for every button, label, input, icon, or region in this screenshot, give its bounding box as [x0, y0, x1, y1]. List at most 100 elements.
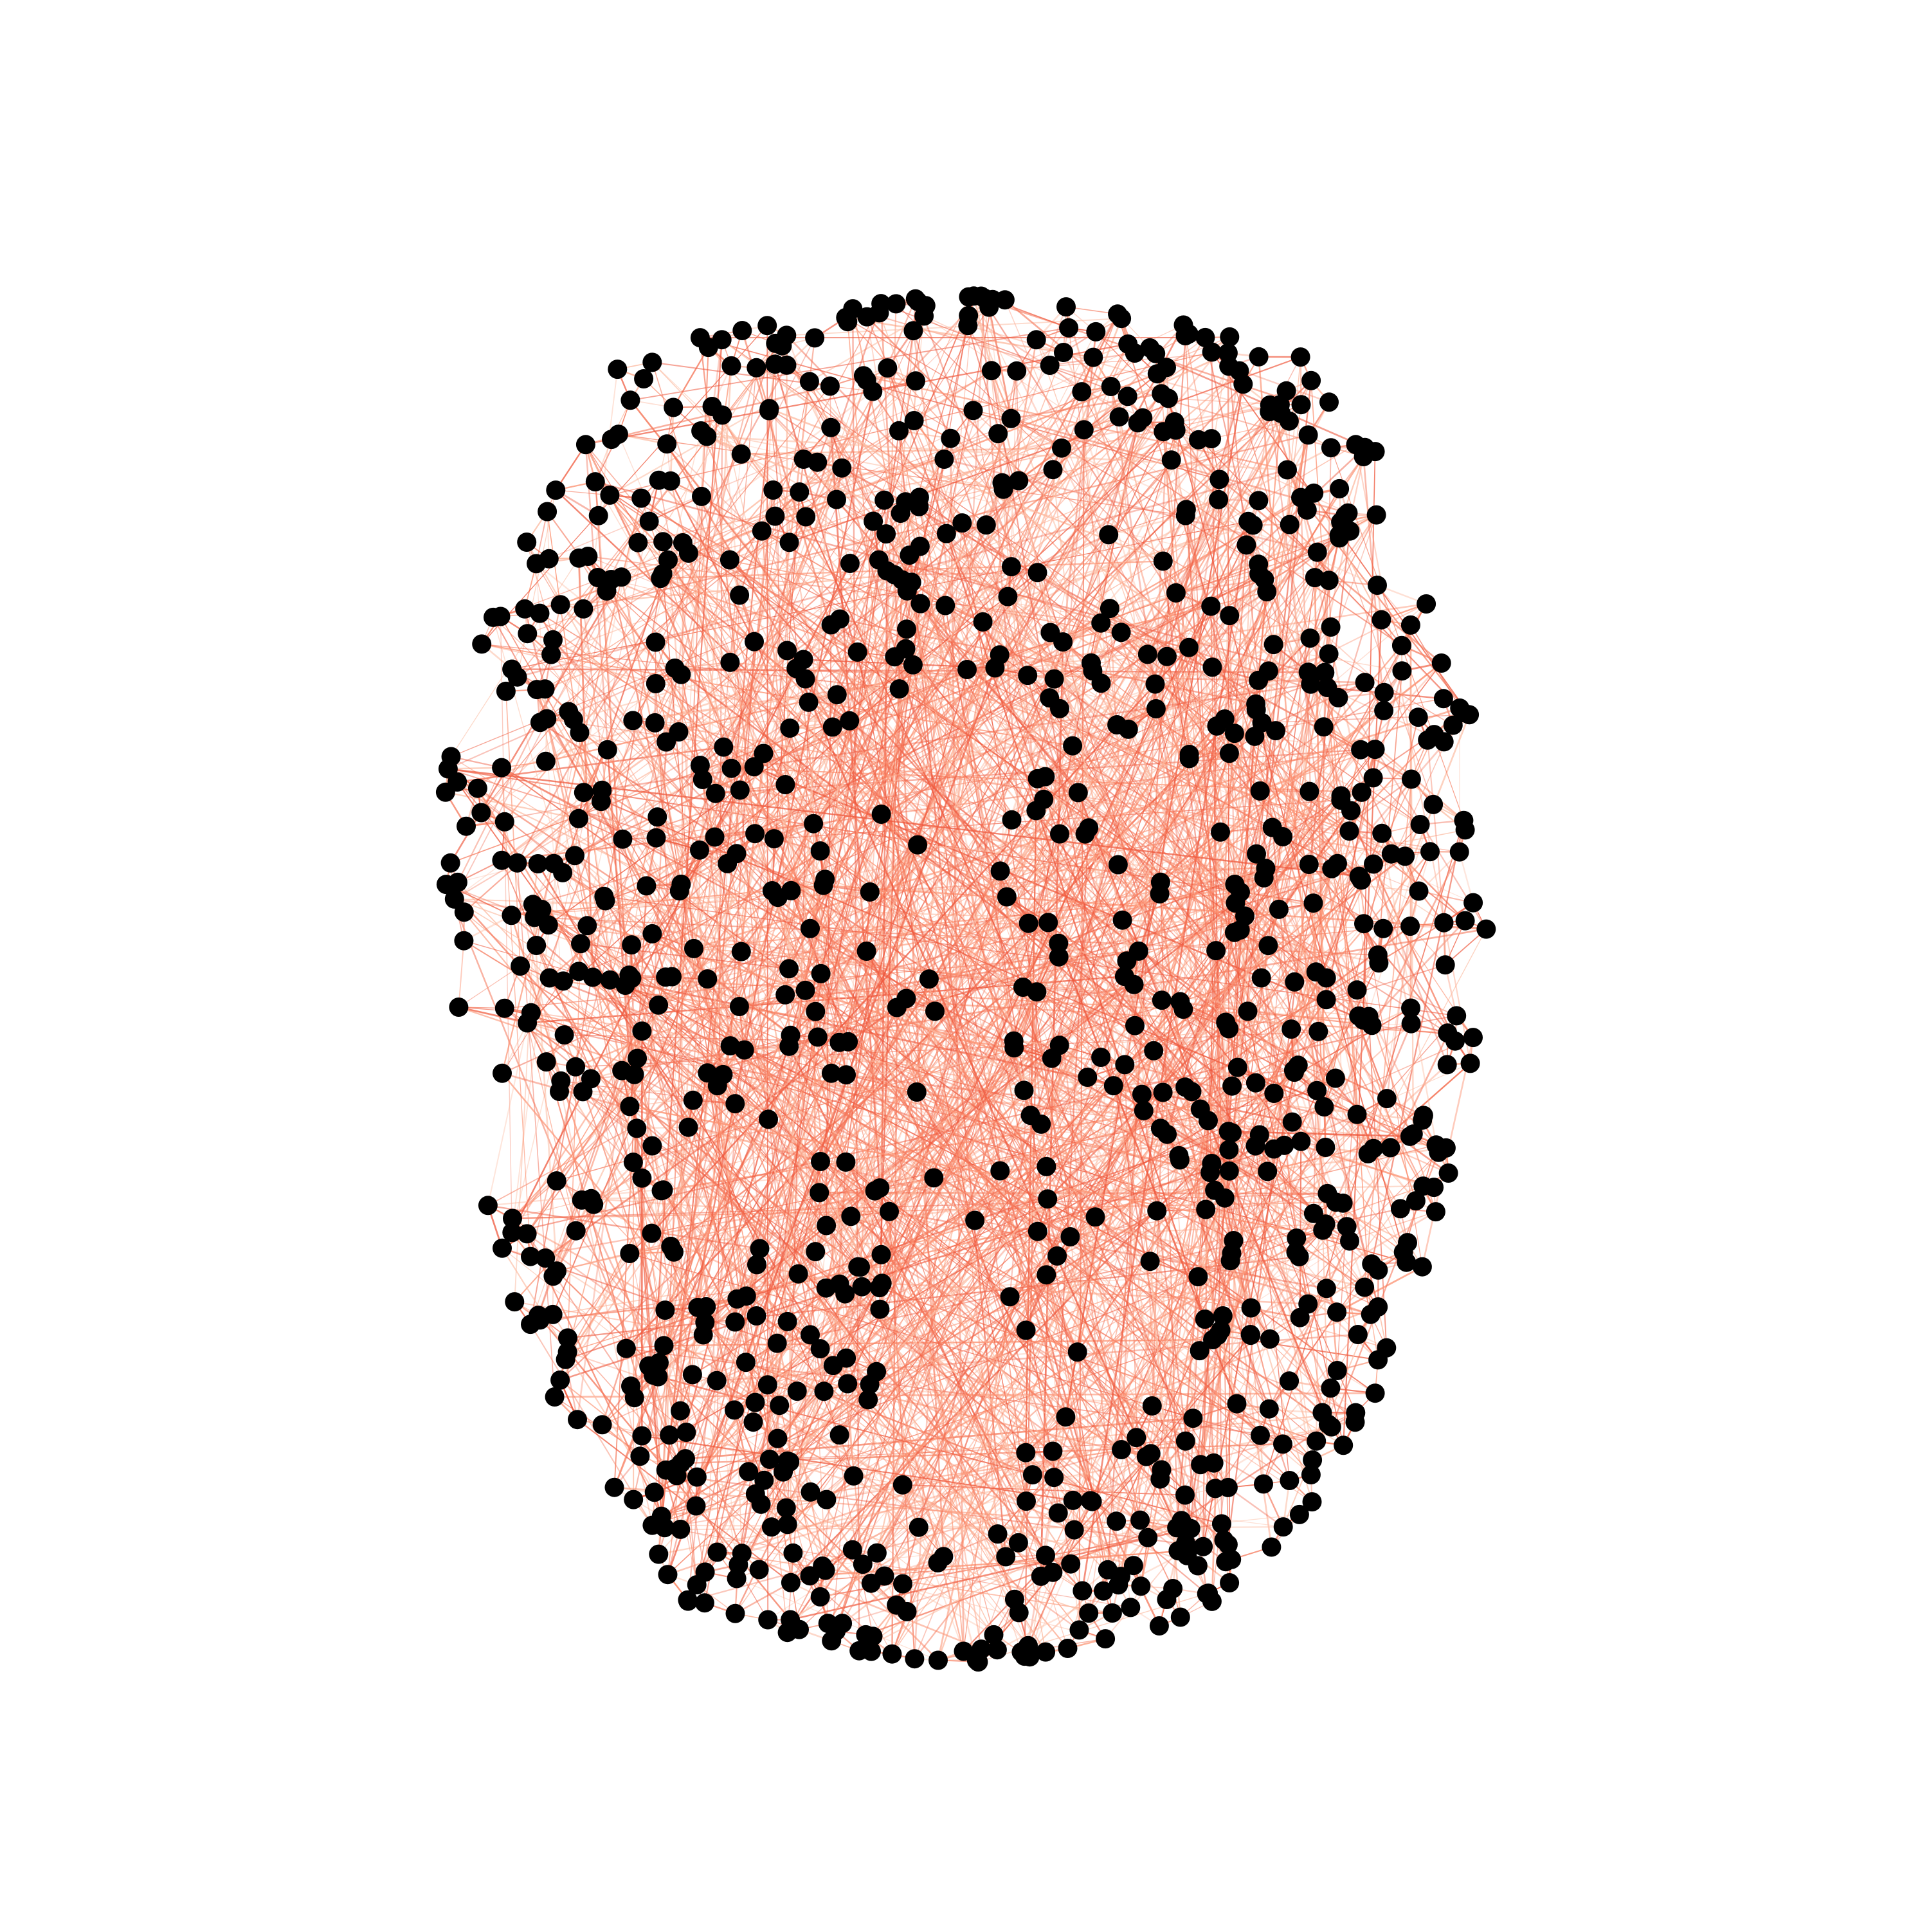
network-node	[909, 1518, 928, 1537]
network-node	[848, 642, 867, 662]
network-node	[1225, 875, 1244, 894]
network-node	[1058, 1639, 1078, 1658]
network-node	[707, 1371, 727, 1390]
network-node	[808, 1028, 828, 1047]
network-node	[758, 1375, 777, 1394]
network-node	[878, 358, 897, 378]
network-node	[666, 659, 685, 678]
network-node	[730, 781, 750, 800]
network-node	[726, 1604, 745, 1623]
network-node	[781, 1573, 801, 1592]
network-node	[1340, 821, 1359, 841]
network-node	[747, 1255, 766, 1274]
network-node	[1206, 1479, 1225, 1498]
network-node	[1249, 347, 1269, 367]
network-node	[457, 817, 476, 836]
network-node	[1372, 824, 1391, 843]
network-node	[768, 1334, 787, 1353]
network-node	[1038, 913, 1058, 932]
network-node	[907, 1082, 927, 1102]
network-node	[747, 358, 766, 378]
network-node	[664, 398, 683, 417]
network-node	[758, 1610, 777, 1630]
network-node	[468, 779, 487, 798]
network-node	[860, 882, 880, 902]
network-node	[1434, 689, 1453, 708]
network-node	[1348, 980, 1367, 999]
network-node	[1112, 623, 1131, 642]
network-node	[1074, 420, 1094, 439]
network-node	[1010, 1603, 1029, 1622]
network-node	[692, 487, 711, 506]
network-node	[1420, 842, 1440, 861]
network-node	[568, 1410, 587, 1429]
network-node	[691, 756, 710, 775]
network-node	[576, 435, 595, 454]
network-node	[759, 399, 779, 418]
network-node	[928, 1651, 948, 1670]
network-node	[730, 997, 749, 1016]
network-node	[647, 828, 666, 848]
network-node	[1280, 515, 1300, 534]
network-node	[1401, 615, 1420, 635]
network-node	[874, 491, 894, 510]
network-node	[1175, 1486, 1195, 1505]
network-node	[1104, 1076, 1123, 1095]
network-node	[1015, 1080, 1034, 1100]
network-node	[1285, 972, 1304, 992]
network-node	[890, 679, 909, 698]
network-node	[637, 876, 656, 895]
network-node	[518, 624, 537, 643]
network-edge	[786, 335, 1011, 567]
network-node	[1463, 1028, 1483, 1047]
network-node	[592, 781, 611, 800]
network-node	[1291, 1308, 1310, 1327]
network-node	[1301, 628, 1320, 648]
network-node	[537, 1052, 556, 1071]
network-node	[707, 1543, 727, 1562]
network-node	[870, 1300, 889, 1319]
network-node	[1212, 1514, 1231, 1533]
network-node	[777, 641, 797, 661]
network-node	[1125, 975, 1144, 994]
network-node	[1150, 1616, 1169, 1636]
network-node	[1100, 599, 1119, 618]
network-node	[1028, 769, 1047, 788]
network-node	[1246, 695, 1265, 714]
network-node	[1355, 673, 1375, 692]
network-node	[828, 685, 847, 704]
network-node	[631, 489, 651, 508]
network-node	[1083, 348, 1103, 367]
network-node	[952, 513, 972, 533]
network-node	[589, 506, 608, 525]
network-node	[990, 1162, 1010, 1181]
network-node	[1146, 675, 1165, 694]
network-node	[780, 718, 799, 738]
network-node	[642, 924, 662, 943]
network-node	[765, 829, 784, 848]
network-node	[893, 1475, 912, 1495]
network-node	[1220, 1573, 1239, 1592]
network-node	[804, 814, 823, 834]
network-node	[1170, 1151, 1190, 1170]
network-node	[1113, 911, 1132, 930]
network-node	[1348, 1105, 1367, 1124]
network-node	[722, 759, 741, 778]
network-node	[1007, 361, 1026, 381]
network-node	[1151, 873, 1170, 892]
network-node	[1382, 844, 1401, 864]
network-node	[1301, 371, 1321, 390]
network-node	[1251, 1426, 1270, 1445]
network-node	[721, 1036, 740, 1055]
network-node	[679, 1118, 698, 1137]
network-node	[1049, 1504, 1068, 1523]
network-node	[1201, 597, 1220, 616]
network-node	[1377, 1089, 1397, 1108]
network-node	[897, 619, 916, 639]
network-node	[880, 1202, 899, 1221]
network-node	[1307, 1432, 1326, 1451]
network-node	[924, 1168, 943, 1187]
network-node	[1154, 552, 1173, 571]
network-node	[1043, 1442, 1062, 1461]
